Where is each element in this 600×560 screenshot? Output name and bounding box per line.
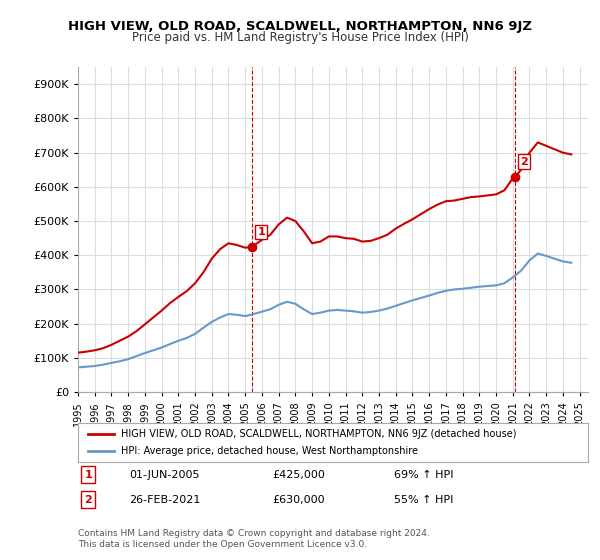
Text: Price paid vs. HM Land Registry's House Price Index (HPI): Price paid vs. HM Land Registry's House … — [131, 31, 469, 44]
Text: Contains HM Land Registry data © Crown copyright and database right 2024.
This d: Contains HM Land Registry data © Crown c… — [78, 529, 430, 549]
Text: 2: 2 — [520, 157, 528, 167]
Text: £425,000: £425,000 — [272, 470, 325, 479]
Text: HIGH VIEW, OLD ROAD, SCALDWELL, NORTHAMPTON, NN6 9JZ (detached house): HIGH VIEW, OLD ROAD, SCALDWELL, NORTHAMP… — [121, 429, 517, 439]
Text: HPI: Average price, detached house, West Northamptonshire: HPI: Average price, detached house, West… — [121, 446, 418, 456]
Text: 1: 1 — [257, 227, 265, 237]
Text: 55% ↑ HPI: 55% ↑ HPI — [394, 495, 454, 505]
Text: £630,000: £630,000 — [272, 495, 325, 505]
Text: 1: 1 — [85, 470, 92, 479]
Text: 2: 2 — [85, 495, 92, 505]
Text: 26-FEB-2021: 26-FEB-2021 — [129, 495, 200, 505]
Text: 69% ↑ HPI: 69% ↑ HPI — [394, 470, 454, 479]
Text: HIGH VIEW, OLD ROAD, SCALDWELL, NORTHAMPTON, NN6 9JZ: HIGH VIEW, OLD ROAD, SCALDWELL, NORTHAMP… — [68, 20, 532, 32]
Text: 01-JUN-2005: 01-JUN-2005 — [129, 470, 199, 479]
